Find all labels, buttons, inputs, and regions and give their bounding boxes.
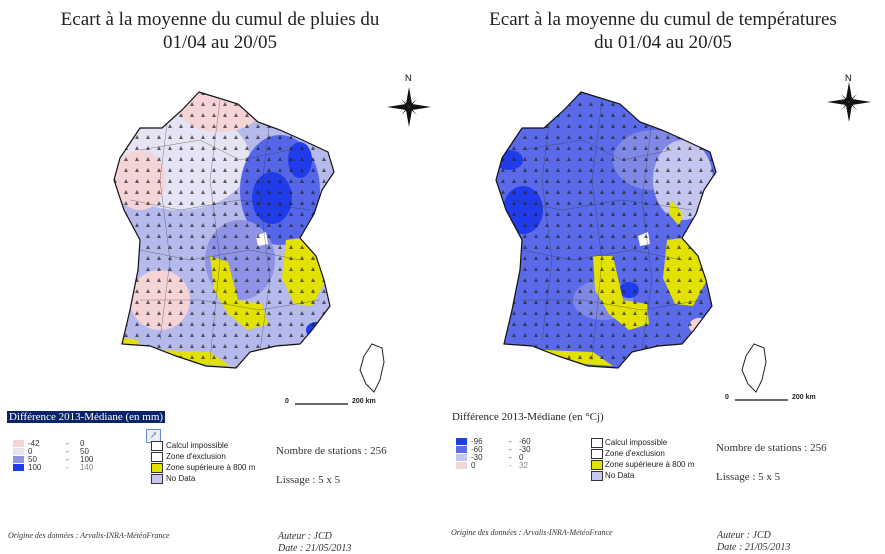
- smoothing-label: Lissage : 5 x 5: [716, 471, 781, 483]
- legend-from: -96: [471, 437, 483, 446]
- legend-from: 0: [28, 447, 33, 456]
- legend-dash: -: [509, 445, 512, 454]
- legend-heading: Différence 2013-Médiane (en mm): [7, 411, 166, 423]
- legend-to: 32: [519, 461, 528, 470]
- corsica-outline: [741, 343, 767, 393]
- legend-from: -60: [471, 445, 483, 454]
- legend-to: 0: [80, 439, 85, 448]
- north-label: N: [405, 73, 412, 83]
- legend-to: 100: [80, 455, 94, 464]
- category-label: Calcul impossible: [166, 441, 229, 450]
- category-swatch: [591, 471, 603, 481]
- legend-from: -30: [471, 453, 483, 462]
- author: Auteur : JCD: [278, 531, 332, 542]
- legend-to: 0: [519, 453, 524, 462]
- scale-end-label: 200 km: [792, 394, 816, 401]
- legend-dash: -: [509, 453, 512, 462]
- temperature-map: N: [495, 73, 871, 401]
- category-swatch: [151, 474, 163, 484]
- legend-swatch: [13, 440, 24, 447]
- corsica-outline: [359, 343, 385, 393]
- date: Date : 21/05/2013: [278, 543, 352, 554]
- legend-from: 50: [28, 455, 37, 464]
- compass-rose-icon: [387, 87, 431, 127]
- scale-end-label: 200 km: [352, 398, 376, 405]
- author: Auteur : JCD: [717, 530, 771, 541]
- legend-dash: -: [509, 461, 512, 470]
- category-swatch: [151, 463, 163, 473]
- legend-to: -60: [519, 437, 531, 446]
- legend-swatch: [13, 448, 24, 455]
- station-count: Nombre de stations : 256: [716, 442, 827, 454]
- category-swatch: [591, 449, 603, 459]
- data-source: Origine des données : Arvalis-INRA-Météo…: [451, 528, 613, 537]
- legend-from: -42: [28, 439, 40, 448]
- category-label: Zone d'exclusion: [166, 452, 226, 461]
- category-swatch: [591, 438, 603, 448]
- category-label: No Data: [166, 474, 196, 483]
- legend-swatch: [456, 438, 467, 445]
- legend-to: 50: [80, 447, 89, 456]
- legend-to: 140: [80, 463, 94, 472]
- legend-heading: Différence 2013-Médiane (en °Cj): [452, 411, 604, 423]
- rainfall-map: N: [113, 73, 431, 405]
- legend-swatch: [456, 446, 467, 453]
- title-line-2: 01/04 au 20/05: [163, 32, 277, 53]
- legend-dash: -: [66, 455, 69, 464]
- category-swatch: [591, 460, 603, 470]
- category-swatch: [151, 452, 163, 462]
- map-title: Ecart à la moyenne du cumul de températu…: [443, 8, 883, 54]
- category-label: Zone d'exclusion: [605, 449, 665, 458]
- smoothing-label: Lissage : 5 x 5: [276, 474, 341, 486]
- france-outline: [113, 91, 335, 369]
- scale-start-label: 0: [725, 394, 729, 401]
- title-line-2: du 01/04 au 20/05: [594, 32, 732, 53]
- title-line-1: Ecart à la moyenne du cumul de températu…: [489, 9, 837, 30]
- compass-rose-icon: [827, 82, 871, 122]
- category-swatch: [151, 441, 163, 451]
- category-label: No Data: [605, 471, 635, 480]
- category-label: Zone supérieure à 800 m: [605, 460, 695, 469]
- legend-from: 100: [28, 463, 42, 472]
- category-label: Calcul impossible: [605, 438, 668, 447]
- scale-start-label: 0: [285, 398, 289, 405]
- legend-swatch: [13, 464, 24, 471]
- station-count: Nombre de stations : 256: [276, 445, 387, 457]
- legend-dash: -: [66, 439, 69, 448]
- legend-swatch: [456, 454, 467, 461]
- france-outline: [495, 91, 717, 369]
- legend-from: 0: [471, 461, 476, 470]
- title-line-1: Ecart à la moyenne du cumul de pluies du: [60, 9, 380, 30]
- map-title: Ecart à la moyenne du cumul de pluies du…: [0, 8, 440, 54]
- legend-dash: -: [509, 437, 512, 446]
- temperature-map-panel: Ecart à la moyenne du cumul de températu…: [443, 0, 885, 554]
- legend-swatch: [456, 462, 467, 469]
- category-label: Zone supérieure à 800 m: [166, 463, 256, 472]
- legend-dash: -: [66, 463, 69, 472]
- rainfall-map-panel: Ecart à la moyenne du cumul de pluies du…: [0, 0, 442, 554]
- legend-to: -30: [519, 445, 531, 454]
- legend-dash: -: [66, 447, 69, 456]
- north-label: N: [845, 73, 852, 83]
- legend-swatch: [13, 456, 24, 463]
- data-source: Origine des données : Arvalis-INRA-Météo…: [8, 531, 170, 540]
- date: Date : 21/05/2013: [717, 542, 791, 553]
